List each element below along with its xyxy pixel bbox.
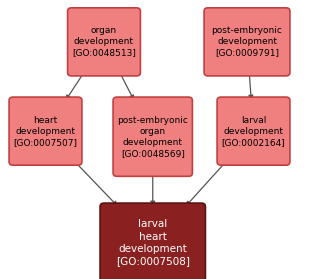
Text: organ
development
[GO:0048513]: organ development [GO:0048513] (72, 26, 136, 57)
Text: larval
development
[GO:0002164]: larval development [GO:0002164] (222, 116, 285, 147)
FancyBboxPatch shape (204, 8, 290, 76)
FancyBboxPatch shape (100, 203, 205, 279)
FancyBboxPatch shape (113, 97, 192, 176)
Text: post-embryonic
development
[GO:0009791]: post-embryonic development [GO:0009791] (212, 26, 282, 57)
FancyBboxPatch shape (68, 8, 140, 76)
FancyBboxPatch shape (9, 97, 82, 165)
Text: post-embryonic
organ
development
[GO:0048569]: post-embryonic organ development [GO:004… (117, 116, 188, 158)
Text: heart
development
[GO:0007507]: heart development [GO:0007507] (14, 116, 77, 147)
FancyBboxPatch shape (217, 97, 290, 165)
Text: larval
heart
development
[GO:0007508]: larval heart development [GO:0007508] (116, 219, 190, 266)
